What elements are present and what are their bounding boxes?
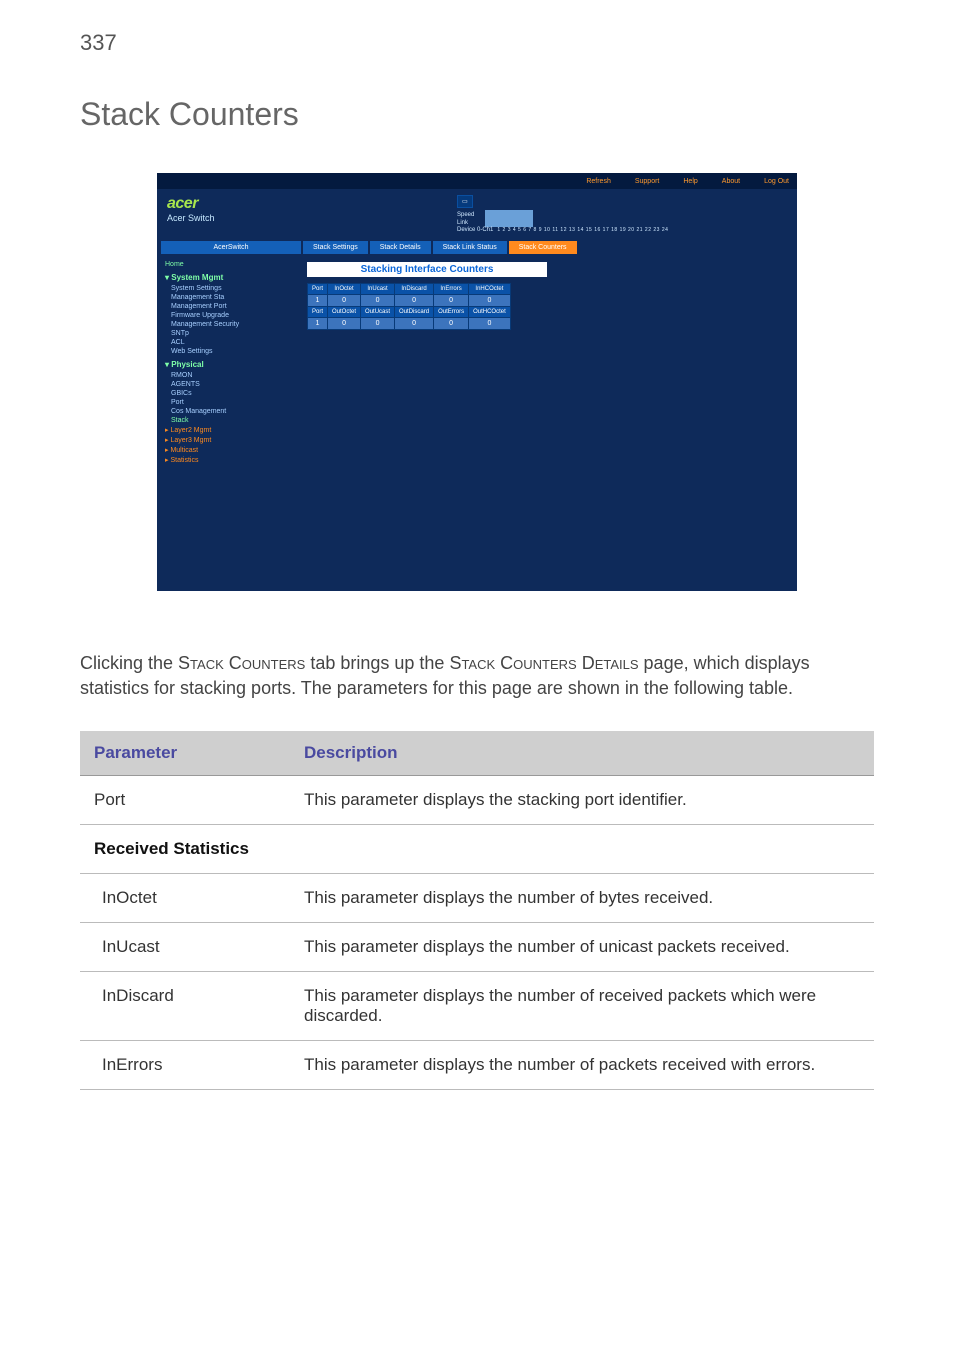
- counter-head-cell: OutErrors: [434, 307, 469, 318]
- param-head-description: Description: [290, 731, 874, 776]
- counter-data-cell: 0: [361, 295, 395, 307]
- nav-group-head[interactable]: ▾ System Mgmt: [165, 273, 291, 282]
- body-text-b: Stack Counters: [178, 653, 305, 673]
- counter-head-cell: InHCOctet: [469, 284, 511, 295]
- nav-item[interactable]: SNTp: [165, 329, 291, 338]
- nav-item[interactable]: Web Settings: [165, 347, 291, 356]
- counter-data-cell: 0: [469, 318, 511, 330]
- counter-head-cell: Port: [308, 284, 328, 295]
- nav-item[interactable]: AGENTS: [165, 380, 291, 389]
- nav-item[interactable]: Port: [165, 398, 291, 407]
- body-text-a: Clicking the: [80, 653, 178, 673]
- counter-head-cell: OutUcast: [361, 307, 395, 318]
- counter-head-cell: InErrors: [434, 284, 469, 295]
- brand-subtitle: Acer Switch: [167, 213, 307, 223]
- counter-data-cell: 0: [361, 318, 395, 330]
- ss-header: acer Acer Switch ▭ Speed Link Device 0-C…: [157, 189, 797, 237]
- param-name: InUcast: [80, 923, 290, 972]
- counter-data-cell: 0: [434, 295, 469, 307]
- nav-top-node[interactable]: ▸ Statistics: [165, 455, 291, 465]
- counter-head-cell: Port: [308, 307, 328, 318]
- topbar-refresh[interactable]: Refresh: [586, 178, 611, 185]
- param-description: This parameter displays the number of un…: [290, 923, 874, 972]
- nav-top-node[interactable]: ▸ Layer2 Mgmt: [165, 425, 291, 435]
- body-text-c: tab brings up the: [305, 653, 449, 673]
- speed-label: Speed: [457, 212, 481, 218]
- param-head-parameter: Parameter: [80, 731, 290, 776]
- port-status-panel: ▭ Speed Link Device 0-Ch1 1 2 3 4 5 6 7 …: [457, 195, 787, 233]
- counter-data-cell: 0: [434, 318, 469, 330]
- param-name: Port: [80, 776, 290, 825]
- ss-brand: acer Acer Switch: [167, 195, 307, 223]
- nav-item[interactable]: Stack: [165, 416, 291, 425]
- tab-stack-counters[interactable]: Stack Counters: [509, 241, 577, 254]
- nav-item[interactable]: Management Port: [165, 302, 291, 311]
- tab-stack-settings[interactable]: Stack Settings: [303, 241, 368, 254]
- nav-item[interactable]: ACL: [165, 338, 291, 347]
- nav-item[interactable]: Cos Management: [165, 407, 291, 416]
- chip-icon: ▭: [457, 195, 473, 208]
- device-label: Device 0-Ch1: [457, 227, 493, 233]
- tab-stack-details[interactable]: Stack Details: [370, 241, 431, 254]
- page-number: 337: [80, 30, 874, 56]
- nav-item[interactable]: Firmware Upgrade: [165, 311, 291, 320]
- counter-head-cell: InOctet: [328, 284, 361, 295]
- main-panel-title: Stacking Interface Counters: [307, 262, 547, 277]
- nav-top-node[interactable]: ▸ Layer3 Mgmt: [165, 435, 291, 445]
- counter-data-cell: 1: [308, 295, 328, 307]
- counter-data-cell: 1: [308, 318, 328, 330]
- counter-head-cell: OutDiscard: [395, 307, 434, 318]
- param-name: InDiscard: [80, 972, 290, 1041]
- counter-data-cell: 0: [395, 318, 434, 330]
- topbar-help[interactable]: Help: [683, 178, 697, 185]
- counter-data-cell: 0: [328, 318, 361, 330]
- nav-top-node[interactable]: ▸ Multicast: [165, 445, 291, 455]
- counters-table: PortInOctetInUcastInDiscardInErrorsInHCO…: [307, 283, 511, 330]
- param-name: InErrors: [80, 1041, 290, 1090]
- ss-topbar: Refresh Support Help About Log Out: [157, 173, 797, 189]
- body-text-d: Stack Counters Details: [449, 653, 638, 673]
- parameter-table: Parameter Description PortThis parameter…: [80, 731, 874, 1090]
- tab-section-label: AcerSwitch: [161, 241, 301, 254]
- port-led: [531, 218, 533, 227]
- topbar-logout[interactable]: Log Out: [764, 178, 789, 185]
- param-description: This parameter displays the number of pa…: [290, 1041, 874, 1090]
- nav-item[interactable]: GBICs: [165, 389, 291, 398]
- counter-head-cell: OutOctet: [328, 307, 361, 318]
- nav-item[interactable]: Management Sta: [165, 293, 291, 302]
- topbar-support[interactable]: Support: [635, 178, 660, 185]
- nav-home[interactable]: Home: [165, 260, 291, 269]
- param-section-header: Received Statistics: [80, 825, 874, 874]
- counter-head-cell: InDiscard: [395, 284, 434, 295]
- brand-logo: acer: [167, 195, 307, 213]
- param-description: This parameter displays the number of by…: [290, 874, 874, 923]
- counter-head-cell: InUcast: [361, 284, 395, 295]
- ss-main: Stacking Interface Counters PortInOctetI…: [297, 254, 797, 471]
- ss-tabbar: AcerSwitch Stack Settings Stack Details …: [157, 241, 797, 254]
- body-paragraph: Clicking the Stack Counters tab brings u…: [80, 651, 874, 701]
- screenshot-image: Refresh Support Help About Log Out acer …: [157, 173, 797, 591]
- param-name: InOctet: [80, 874, 290, 923]
- nav-item[interactable]: System Settings: [165, 284, 291, 293]
- tab-stack-link-status[interactable]: Stack Link Status: [433, 241, 507, 254]
- counter-head-cell: OutHCOctet: [469, 307, 511, 318]
- nav-item[interactable]: RMON: [165, 371, 291, 380]
- ss-nav: Home ▾ System MgmtSystem SettingsManagem…: [157, 254, 297, 471]
- param-description: This parameter displays the stacking por…: [290, 776, 874, 825]
- param-description: This parameter displays the number of re…: [290, 972, 874, 1041]
- counter-data-cell: 0: [469, 295, 511, 307]
- section-title: Stack Counters: [80, 96, 874, 133]
- nav-group-head[interactable]: ▾ Physical: [165, 360, 291, 369]
- topbar-about[interactable]: About: [722, 178, 740, 185]
- nav-item[interactable]: Management Security: [165, 320, 291, 329]
- counter-data-cell: 0: [328, 295, 361, 307]
- link-label: Link: [457, 220, 481, 226]
- counter-data-cell: 0: [395, 295, 434, 307]
- ss-body: Home ▾ System MgmtSystem SettingsManagem…: [157, 254, 797, 471]
